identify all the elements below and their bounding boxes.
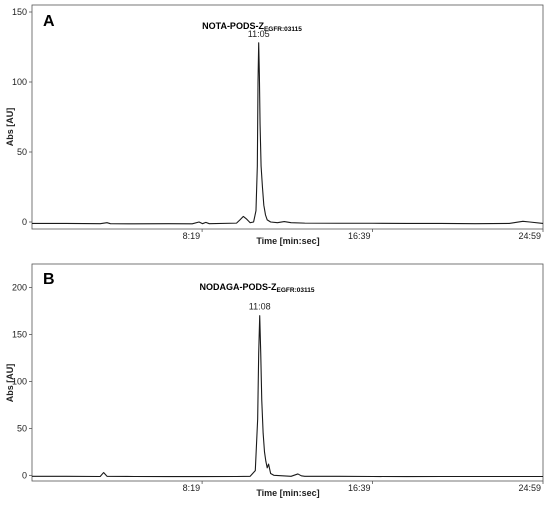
chromatogram-panel-b: B NODAGA-PODS-ZEGFR:03115 Abs [AU] Time … xyxy=(5,263,544,498)
y-axis-label: Abs [AU] xyxy=(5,108,15,147)
peak-retention-label: 11:08 xyxy=(249,302,271,312)
chart-title: NODAGA-PODS-ZEGFR:03115 xyxy=(200,282,315,294)
chart-title-subscript: EGFR:03115 xyxy=(277,287,315,294)
y-axis-label: Abs [AU] xyxy=(5,364,15,403)
y-tick-label: 0 xyxy=(22,470,27,480)
x-tick-label: 8:19 xyxy=(183,483,201,493)
y-tick-label: 50 xyxy=(17,147,27,157)
chart-title: NOTA-PODS-ZEGFR:03115 xyxy=(202,21,302,33)
y-tick-label: 50 xyxy=(17,423,27,433)
x-tick-label: 24:59 xyxy=(518,231,541,241)
y-tick-label: 100 xyxy=(12,77,27,87)
chromatogram-trace xyxy=(32,42,544,225)
panel-letter: B xyxy=(43,271,55,288)
plot-frame xyxy=(31,4,544,230)
plot-frame xyxy=(31,263,544,482)
y-tick-label: 150 xyxy=(12,329,27,339)
y-tick-label: 150 xyxy=(12,7,27,17)
chart-title-main: NODAGA-PODS-Z xyxy=(200,282,277,292)
y-tick-label: 0 xyxy=(22,217,27,227)
panel-letter: A xyxy=(43,13,55,30)
y-tick-label: 200 xyxy=(12,282,27,292)
y-tick-label: 100 xyxy=(12,376,27,386)
peak-retention-label: 11:05 xyxy=(248,29,270,39)
chromatogram-trace xyxy=(32,315,543,478)
x-tick-label: 24:59 xyxy=(518,483,541,493)
x-tick-label: 16:39 xyxy=(348,231,371,241)
x-axis-label: Time [min:sec] xyxy=(256,488,319,498)
chart-title-subscript: EGFR:03115 xyxy=(264,26,302,33)
x-tick-label: 16:39 xyxy=(348,483,371,493)
chart-title-main: NOTA-PODS-Z xyxy=(202,21,264,31)
chromatogram-panel-a: A NOTA-PODS-ZEGFR:03115 Abs [AU] Time [m… xyxy=(5,4,544,246)
x-axis-label: Time [min:sec] xyxy=(256,236,319,246)
x-tick-label: 8:19 xyxy=(183,231,201,241)
